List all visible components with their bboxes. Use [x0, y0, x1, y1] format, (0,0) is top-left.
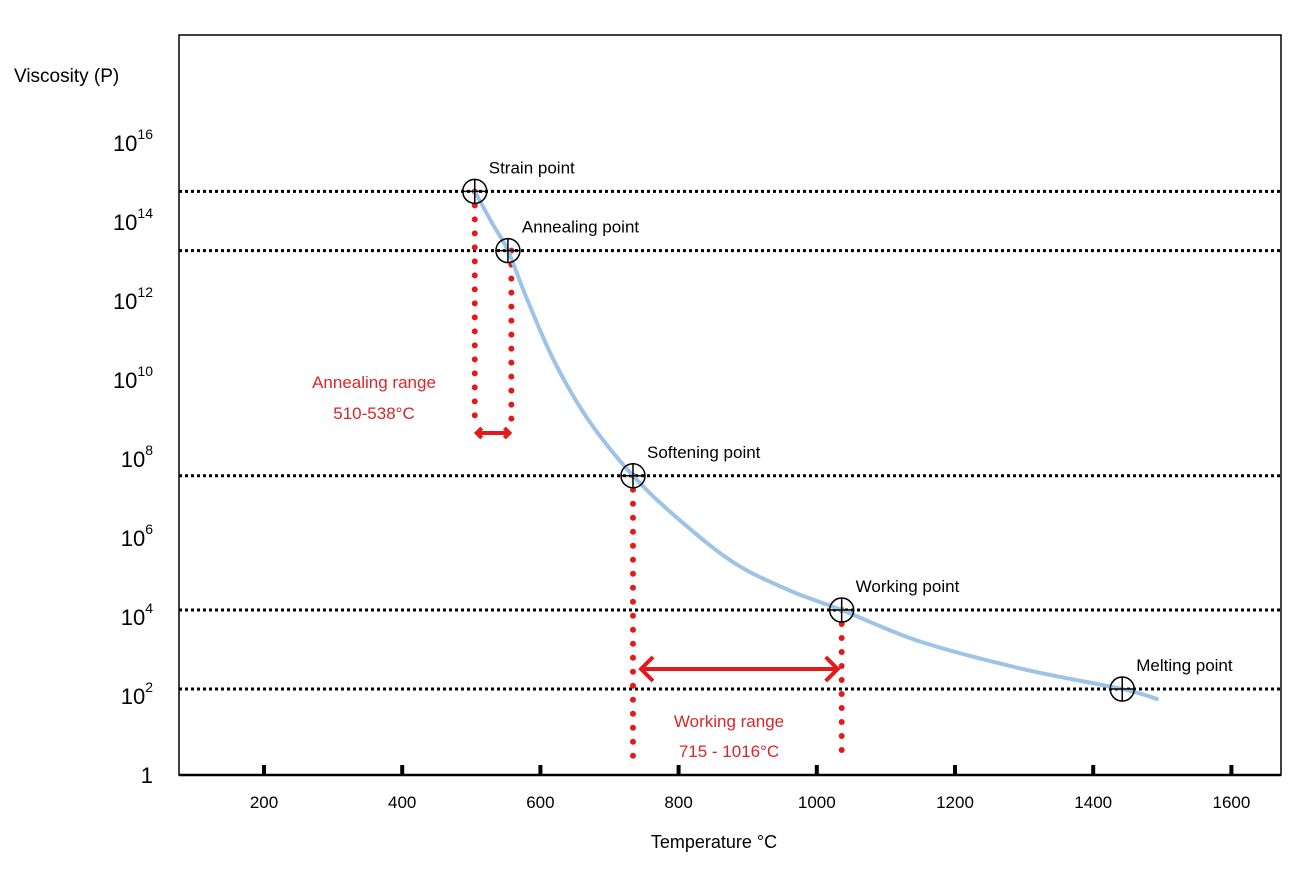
annealing-range-label: Annealing range: [312, 373, 436, 392]
point-label: Strain point: [489, 158, 575, 177]
x-tick-label: 1000: [798, 793, 836, 812]
x-axis-label: Temperature °C: [651, 832, 777, 852]
point-marker-softening-point: [620, 463, 646, 489]
y-tick-exponent: 14: [137, 205, 153, 221]
y-axis-label: Viscosity (P): [14, 66, 119, 87]
x-tick-label: 800: [664, 793, 692, 812]
y-tick-exponent: 8: [145, 442, 153, 458]
point-label: Working point: [856, 577, 960, 596]
y-tick-base: 10: [113, 289, 137, 314]
y-tick-exponent: 2: [145, 679, 153, 695]
working-range-arrow-head-left: [638, 655, 655, 683]
y-tick-base: 10: [113, 210, 137, 235]
y-tick-base: 10: [113, 368, 137, 393]
y-tick-base: 10: [121, 526, 145, 551]
y-tick-base: 10: [121, 684, 145, 709]
point-label: Annealing point: [522, 218, 639, 237]
y-tick-base: 10: [121, 447, 145, 472]
y-tick-exponent: 16: [137, 126, 153, 142]
annealing-range-arrow-head-right: [502, 426, 513, 440]
x-tick-label: 600: [526, 793, 554, 812]
y-tick-exponent: 6: [145, 521, 153, 537]
annealing-range-value: 510-538°C: [333, 404, 414, 423]
y-tick-label: 1012: [113, 284, 153, 314]
y-tick-base: 10: [113, 131, 137, 156]
y-tick-label: 1: [141, 763, 153, 788]
working-range-value: 715 - 1016°C: [679, 742, 779, 761]
point-label: Melting point: [1136, 656, 1233, 675]
y-tick-exponent: 12: [137, 284, 153, 300]
annealing-range-arrow-head-left: [473, 426, 484, 440]
working-range-label: Working range: [674, 712, 784, 731]
working-range-arrow-head-right: [824, 655, 841, 683]
y-tick-label: 106: [121, 521, 153, 551]
point-marker-melting-point: [1109, 676, 1135, 702]
y-tick-exponent: 10: [137, 363, 153, 379]
y-tick-base: 10: [121, 605, 145, 630]
y-tick-label: 1014: [113, 205, 153, 235]
y-tick-base: 1: [141, 763, 153, 788]
point-label: Softening point: [647, 443, 761, 462]
y-tick-label: 108: [121, 442, 153, 472]
point-marker-annealing-point: [495, 237, 521, 264]
x-tick-label: 200: [250, 793, 278, 812]
y-tick-exponent: 4: [145, 600, 153, 616]
y-tick-label: 102: [121, 679, 153, 709]
y-tick-label: 1010: [113, 363, 153, 393]
viscosity-curve: [472, 189, 1159, 701]
y-tick-label: 104: [121, 600, 153, 630]
x-tick-label: 1600: [1212, 793, 1250, 812]
point-marker-strain-point: [462, 178, 488, 205]
x-tick-label: 400: [388, 793, 416, 812]
y-tick-label: 1016: [113, 126, 153, 156]
x-tick-label: 1400: [1074, 793, 1112, 812]
x-tick-label: 1200: [936, 793, 974, 812]
point-marker-working-point: [828, 597, 855, 623]
